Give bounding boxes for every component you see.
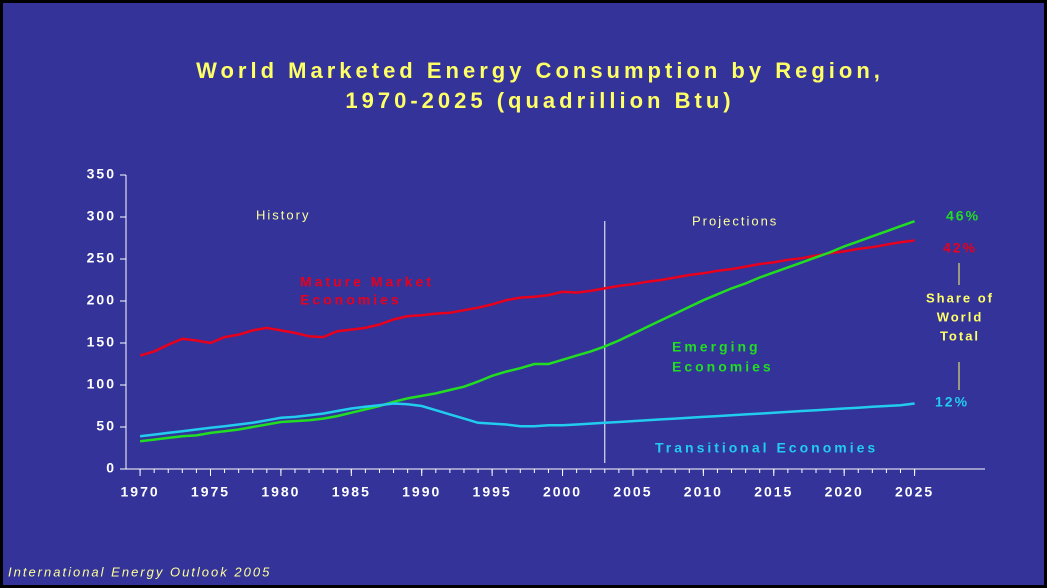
x-tick-label: 1995: [473, 484, 512, 500]
series-label: Economies: [672, 359, 774, 375]
source: International Energy Outlook 2005: [8, 564, 271, 579]
y-tick-label: 50: [96, 418, 116, 434]
x-tick-label: 1990: [402, 484, 441, 500]
series-label: Transitional Economies: [655, 440, 878, 456]
series-label: Economies: [300, 292, 402, 308]
x-tick-label: 1970: [121, 484, 160, 500]
chart-title: 1970-2025 (quadrillion Btu): [345, 88, 734, 113]
x-tick-label: 1985: [332, 484, 371, 500]
series-line: [139, 220, 916, 443]
share-label: World: [937, 309, 984, 324]
x-tick-label: 2015: [754, 484, 793, 500]
y-tick-label: 300: [87, 208, 116, 224]
y-tick-label: 0: [106, 460, 116, 476]
x-tick-label: 1975: [191, 484, 230, 500]
series-label: Emerging: [672, 339, 761, 355]
share-value: 12%: [935, 394, 969, 410]
y-tick-label: 100: [87, 376, 116, 392]
series-line: [139, 239, 915, 357]
y-tick-label: 350: [87, 166, 116, 182]
series-line: [139, 402, 915, 438]
projections-label: Projections: [692, 213, 778, 228]
y-tick-label: 250: [87, 250, 116, 266]
chart-title: World Marketed Energy Consumption by Reg…: [196, 58, 884, 83]
share-value: 42%: [943, 240, 977, 256]
y-tick-label: 150: [87, 334, 116, 350]
series-label: Mature Market: [300, 274, 434, 290]
background: [3, 3, 1044, 585]
y-tick-label: 200: [87, 292, 116, 308]
share-label: Share of: [926, 290, 994, 305]
share-label: Total: [940, 328, 980, 343]
x-tick-label: 2000: [543, 484, 582, 500]
x-tick-label: 2005: [613, 484, 652, 500]
x-tick-label: 2025: [895, 484, 934, 500]
share-value: 46%: [946, 208, 980, 224]
history-label: History: [256, 207, 310, 222]
x-tick-label: 2010: [684, 484, 723, 500]
x-tick-label: 2020: [825, 484, 864, 500]
x-tick-label: 1980: [261, 484, 300, 500]
